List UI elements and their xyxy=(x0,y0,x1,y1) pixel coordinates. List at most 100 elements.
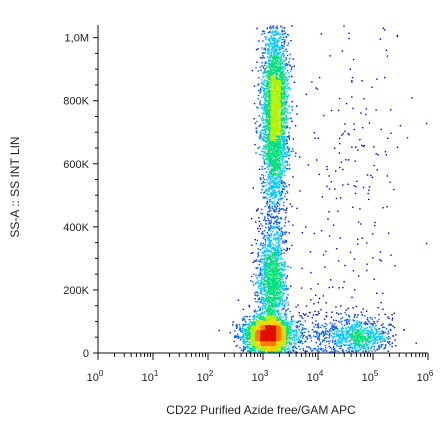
event-dot xyxy=(279,221,281,224)
event-dot xyxy=(278,263,280,265)
event-dot xyxy=(351,76,354,79)
event-dot xyxy=(288,94,290,96)
event-dot xyxy=(263,128,266,130)
event-dot xyxy=(266,82,268,85)
event-dot xyxy=(280,145,282,147)
event-dot xyxy=(236,325,238,327)
event-dot xyxy=(341,333,343,335)
event-dot xyxy=(268,98,271,100)
event-dot xyxy=(266,188,269,190)
event-dot xyxy=(281,192,283,194)
event-dot xyxy=(258,317,260,319)
event-dot xyxy=(267,226,270,228)
event-dot xyxy=(262,96,265,99)
event-dot xyxy=(282,89,284,91)
event-dot xyxy=(267,291,269,293)
event-dot xyxy=(362,308,364,310)
event-dot xyxy=(271,225,273,228)
event-dot xyxy=(384,347,386,349)
event-dot xyxy=(258,276,261,278)
event-dot xyxy=(280,271,282,274)
event-dot xyxy=(277,181,279,184)
event-dot xyxy=(275,50,278,53)
event-dot xyxy=(365,344,367,347)
event-dot xyxy=(365,338,367,340)
event-dot xyxy=(265,143,267,146)
event-dot xyxy=(263,132,265,134)
event-dot xyxy=(282,138,284,140)
event-dot xyxy=(267,262,269,265)
event-dot xyxy=(316,314,319,316)
event-dot xyxy=(366,332,368,334)
event-dot xyxy=(259,301,262,304)
event-dot xyxy=(288,76,290,78)
event-dot xyxy=(280,272,283,275)
event-dot xyxy=(257,310,259,312)
event-dot xyxy=(281,80,283,82)
event-dot xyxy=(270,263,272,265)
event-dot xyxy=(275,166,277,168)
event-dot xyxy=(262,302,265,305)
event-dot xyxy=(273,150,275,152)
event-dot xyxy=(268,159,270,162)
event-dot xyxy=(358,340,360,342)
event-dot xyxy=(349,328,351,330)
event-dot xyxy=(266,52,269,54)
event-dot xyxy=(264,270,266,272)
event-dot xyxy=(361,80,363,82)
event-dot xyxy=(328,188,331,190)
event-dot xyxy=(341,341,343,343)
event-dot xyxy=(350,346,352,349)
event-dot xyxy=(318,335,320,337)
event-dot xyxy=(261,138,263,141)
event-dot xyxy=(280,176,282,179)
event-dot xyxy=(233,340,235,343)
event-dot xyxy=(348,321,350,323)
event-dot xyxy=(289,65,291,67)
event-dot xyxy=(263,288,265,290)
event-dot xyxy=(289,341,292,344)
event-dot xyxy=(351,346,353,348)
event-dot xyxy=(338,313,340,315)
event-dot xyxy=(328,211,330,213)
event-dot xyxy=(280,351,282,354)
event-dot xyxy=(280,94,282,97)
event-dot xyxy=(267,298,269,301)
event-dot xyxy=(257,275,259,277)
event-dot xyxy=(298,330,301,332)
event-dot xyxy=(280,119,282,121)
event-dot xyxy=(266,166,269,169)
event-dot xyxy=(286,50,288,53)
event-dot xyxy=(267,207,270,209)
event-dot xyxy=(317,137,319,139)
event-dot xyxy=(247,337,249,339)
event-dot xyxy=(263,265,265,268)
event-dot xyxy=(278,228,281,230)
event-dot xyxy=(274,290,276,292)
event-dot xyxy=(264,72,266,75)
event-dot xyxy=(268,59,270,62)
event-dot xyxy=(281,285,283,287)
event-dot xyxy=(333,332,336,335)
event-dot xyxy=(266,67,268,69)
event-dot xyxy=(271,306,273,308)
event-dot xyxy=(320,308,322,311)
event-dot xyxy=(274,56,277,58)
event-dot xyxy=(260,258,262,260)
event-dot xyxy=(253,273,255,275)
event-dot xyxy=(307,164,309,166)
event-dot xyxy=(285,209,288,211)
event-dot xyxy=(263,293,265,295)
event-dot xyxy=(270,28,272,30)
event-dot xyxy=(261,291,263,293)
event-dot xyxy=(274,48,277,50)
event-dot xyxy=(268,221,271,224)
event-dot xyxy=(283,146,285,148)
event-dot xyxy=(265,39,267,41)
event-dot xyxy=(267,289,270,292)
event-dot xyxy=(273,62,275,65)
event-dot xyxy=(268,141,270,144)
event-dot xyxy=(270,292,273,295)
event-dot xyxy=(283,132,285,134)
event-dot xyxy=(268,194,271,196)
